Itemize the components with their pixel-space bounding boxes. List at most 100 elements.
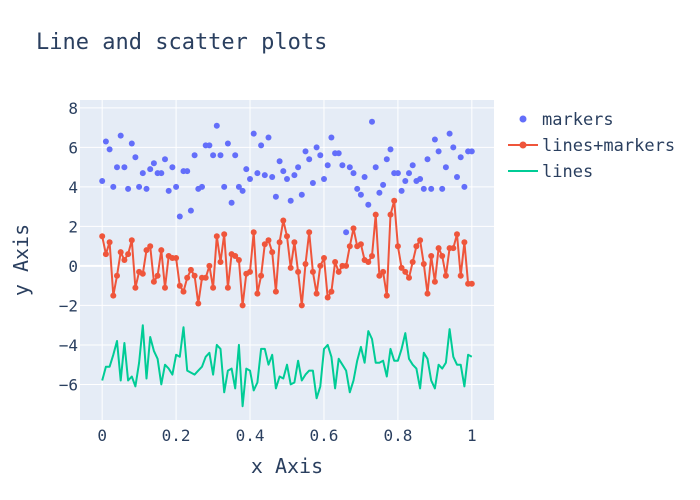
x-axis-title: x Axis — [251, 454, 323, 478]
y-axis-title: y Axis — [9, 224, 33, 296]
data-point — [332, 259, 339, 265]
data-point — [158, 170, 165, 177]
data-point — [306, 156, 313, 163]
data-point — [313, 144, 320, 151]
data-point — [272, 193, 279, 200]
data-point — [435, 245, 442, 252]
data-point — [173, 183, 180, 190]
data-point — [387, 211, 394, 218]
data-point — [372, 211, 379, 218]
data-point — [324, 162, 331, 169]
data-point — [461, 239, 468, 246]
data-point — [339, 162, 346, 169]
data-point — [428, 185, 435, 192]
data-point — [239, 187, 246, 194]
data-point — [221, 183, 228, 190]
data-point — [224, 284, 231, 291]
data-point — [450, 144, 457, 151]
data-point — [394, 170, 401, 177]
series-lines-markers — [99, 197, 475, 309]
legend-marker-swatch — [519, 115, 527, 123]
data-point — [413, 243, 420, 250]
data-point — [280, 168, 287, 175]
data-point — [269, 174, 276, 180]
legend-label: markers — [542, 110, 614, 130]
data-point — [402, 178, 409, 184]
data-point — [398, 264, 405, 271]
x-tick-label: 0.6 — [310, 426, 339, 445]
data-point — [350, 170, 357, 177]
data-point — [276, 158, 283, 165]
data-point — [454, 231, 460, 238]
data-point — [173, 255, 180, 261]
legend-item-lines[interactable]: lines — [508, 162, 593, 182]
data-point — [117, 249, 124, 256]
data-point — [250, 130, 257, 137]
data-point — [114, 272, 120, 279]
legend-item-markers[interactable]: markers — [519, 110, 614, 130]
y-tick-label: 6 — [68, 138, 78, 157]
data-point — [261, 172, 268, 179]
data-point — [158, 247, 165, 254]
data-point — [321, 176, 327, 182]
data-point — [132, 154, 139, 161]
data-point — [265, 237, 272, 244]
data-point — [125, 251, 132, 258]
data-point — [343, 262, 350, 269]
data-point — [239, 302, 246, 309]
data-point — [121, 164, 128, 171]
data-point — [343, 229, 350, 236]
data-point — [402, 268, 409, 275]
data-point — [132, 284, 139, 291]
legend[interactable]: markers lines+markers lines — [508, 110, 675, 182]
data-point — [247, 176, 253, 182]
y-tick-label: −4 — [59, 336, 78, 355]
data-point — [424, 290, 431, 297]
data-point — [261, 241, 268, 248]
series-markers — [99, 118, 475, 236]
data-point — [110, 292, 117, 299]
data-point — [210, 284, 217, 291]
data-point — [376, 272, 383, 279]
data-point — [309, 268, 316, 275]
data-point — [424, 156, 431, 163]
data-point — [372, 164, 379, 171]
data-point — [357, 191, 364, 198]
data-point — [295, 268, 302, 275]
x-tick-label: 0.2 — [162, 426, 191, 445]
data-point — [162, 156, 168, 163]
data-point — [202, 274, 209, 281]
data-point — [139, 270, 146, 277]
data-point — [406, 170, 412, 177]
data-point — [298, 302, 305, 309]
data-point — [369, 253, 375, 259]
data-point — [295, 164, 302, 171]
data-point — [450, 245, 457, 252]
data-point — [121, 257, 128, 263]
data-point — [387, 146, 394, 153]
legend-item-lines-markers[interactable]: lines+markers — [508, 136, 675, 156]
data-point — [125, 185, 132, 192]
data-point — [376, 189, 383, 196]
data-point — [357, 241, 364, 248]
y-tick-label: 2 — [68, 217, 78, 236]
data-point — [243, 166, 250, 173]
data-point — [417, 237, 424, 244]
data-point — [191, 272, 198, 279]
data-point — [143, 185, 150, 192]
data-point — [254, 170, 261, 177]
data-point — [420, 185, 427, 192]
data-point — [439, 253, 446, 259]
data-point — [398, 187, 405, 194]
data-point — [409, 162, 416, 169]
data-point — [217, 152, 224, 159]
data-point — [272, 288, 279, 295]
data-point — [298, 191, 305, 198]
data-point — [439, 185, 446, 192]
data-point — [191, 152, 198, 159]
data-point — [176, 213, 183, 220]
data-point — [195, 300, 202, 307]
y-tick-label: −6 — [59, 375, 78, 394]
data-point — [206, 262, 213, 269]
data-point — [250, 229, 257, 236]
